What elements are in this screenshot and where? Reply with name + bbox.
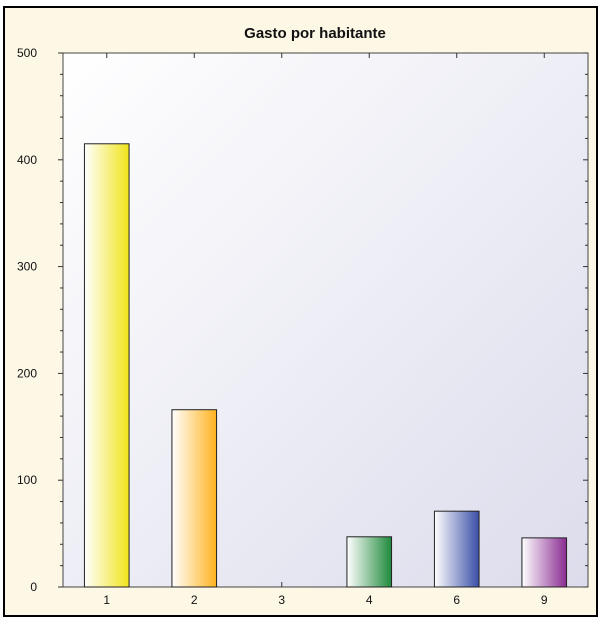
x-tick-label: 4 bbox=[366, 593, 373, 607]
x-tick-label: 2 bbox=[191, 593, 198, 607]
bar-2 bbox=[171, 409, 218, 588]
bar-9 bbox=[521, 537, 568, 588]
plot-area bbox=[62, 52, 589, 588]
y-tick-label: 100 bbox=[17, 473, 37, 487]
y-tick-label: 200 bbox=[17, 366, 37, 380]
chart-title: Gasto por habitante bbox=[244, 25, 386, 42]
bar-4 bbox=[346, 536, 393, 588]
x-tick-label: 1 bbox=[103, 593, 110, 607]
chart-frame: Gasto por habitante 0 100 200 300 400 500 1 2 3… bbox=[3, 6, 598, 617]
bar-chart: Gasto por habitante 0 100 200 300 400 500 1 2 3… bbox=[17, 25, 589, 607]
y-tick-label: 400 bbox=[17, 153, 37, 167]
x-tick-label: 6 bbox=[453, 593, 460, 607]
y-tick-label: 500 bbox=[17, 46, 37, 60]
x-tick-label: 9 bbox=[541, 593, 548, 607]
y-axis: 0 100 200 300 400 500 bbox=[17, 46, 588, 594]
bar-6 bbox=[433, 510, 480, 588]
bar-1 bbox=[83, 143, 130, 588]
bars bbox=[83, 143, 568, 588]
x-tick-label: 3 bbox=[278, 593, 285, 607]
y-tick-label: 300 bbox=[17, 260, 37, 274]
y-tick-label: 0 bbox=[30, 580, 37, 594]
